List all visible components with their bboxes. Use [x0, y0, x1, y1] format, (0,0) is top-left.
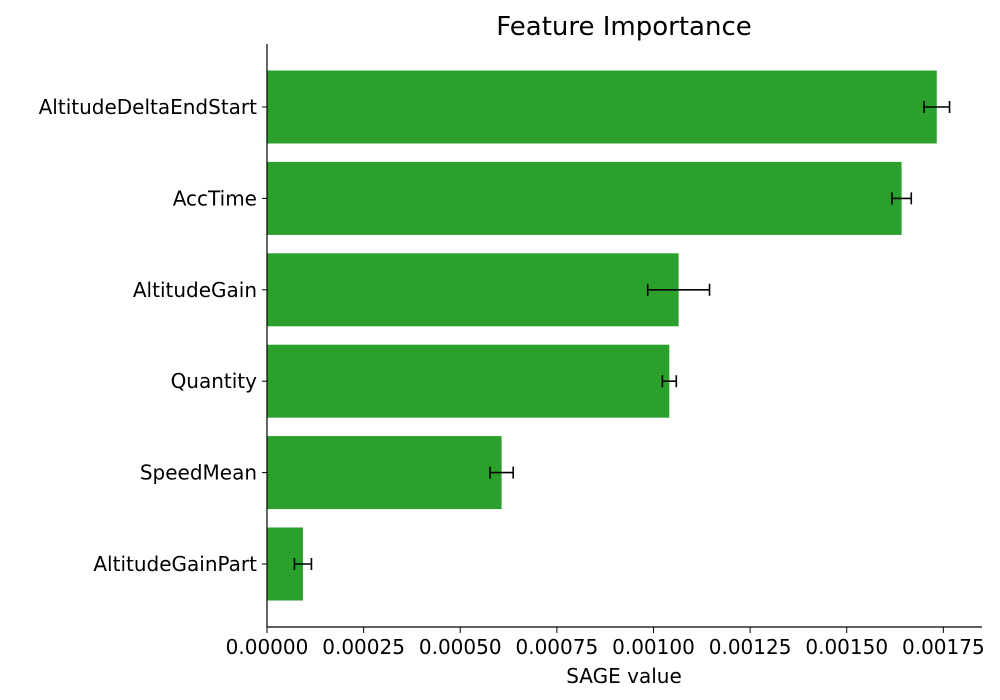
- bar: [267, 436, 502, 510]
- error-bars-group: [293, 101, 951, 570]
- y-tick-label: AccTime: [173, 186, 257, 210]
- bars-group: [267, 70, 937, 601]
- y-tick-label: Quantity: [171, 369, 258, 393]
- x-tick-label: 0.00025: [322, 635, 405, 659]
- y-tick-label: AltitudeGainPart: [93, 552, 257, 576]
- error-bar: [293, 558, 313, 570]
- y-axis: AltitudeDeltaEndStart AccTime AltitudeGain…: [39, 44, 268, 627]
- error-bar: [646, 283, 711, 296]
- error-bar: [489, 466, 514, 479]
- x-axis: 0.00000 0.00025 0.00050 0.00075 0.00100 0.001…: [226, 626, 985, 659]
- x-tick-label: 0.00075: [516, 635, 599, 659]
- x-tick-label: 0.00125: [709, 635, 792, 659]
- x-tick-label: 0.00050: [419, 635, 502, 659]
- x-tick-label: 0.00000: [226, 635, 309, 659]
- x-tick-label: 0.00100: [612, 635, 695, 659]
- error-bar: [891, 192, 913, 205]
- y-tick-label: AltitudeGain: [133, 278, 257, 302]
- chart-title: Feature Importance: [496, 12, 752, 42]
- x-axis-label: SAGE value: [566, 664, 682, 688]
- y-tick-label: SpeedMean: [140, 461, 257, 485]
- bar: [267, 70, 937, 144]
- bar: [267, 161, 902, 235]
- x-tick-label: 0.00175: [902, 635, 985, 659]
- y-tick-label: AltitudeDeltaEndStart: [39, 95, 258, 119]
- bar: [267, 344, 670, 418]
- error-bar: [923, 101, 951, 113]
- error-bar: [661, 375, 678, 388]
- x-tick-label: 0.00150: [805, 635, 888, 659]
- bar: [267, 253, 679, 327]
